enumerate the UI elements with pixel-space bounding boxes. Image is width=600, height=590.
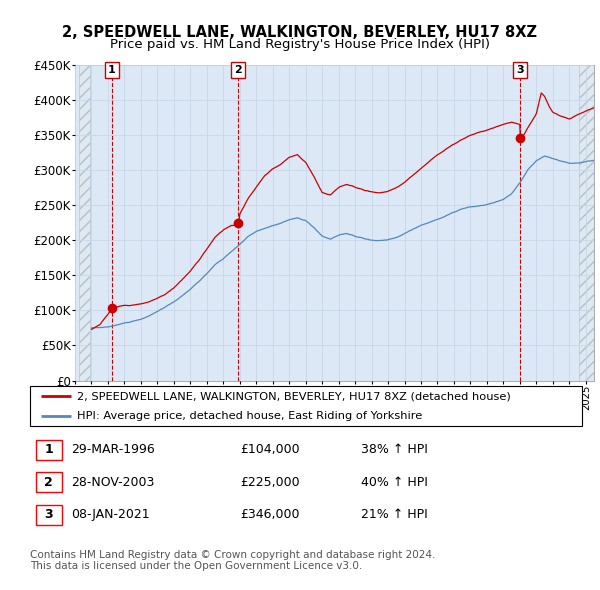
Text: 2: 2 xyxy=(235,65,242,75)
Text: 40% ↑ HPI: 40% ↑ HPI xyxy=(361,476,428,489)
Text: £104,000: £104,000 xyxy=(240,443,299,457)
Text: 08-JAN-2021: 08-JAN-2021 xyxy=(71,508,150,522)
Text: £346,000: £346,000 xyxy=(240,508,299,522)
Text: 3: 3 xyxy=(517,65,524,75)
Text: 21% ↑ HPI: 21% ↑ HPI xyxy=(361,508,428,522)
Text: 1: 1 xyxy=(108,65,116,75)
Text: Price paid vs. HM Land Registry's House Price Index (HPI): Price paid vs. HM Land Registry's House … xyxy=(110,38,490,51)
Text: HPI: Average price, detached house, East Riding of Yorkshire: HPI: Average price, detached house, East… xyxy=(77,411,422,421)
Text: 2: 2 xyxy=(44,476,53,489)
Text: 3: 3 xyxy=(44,508,53,522)
Text: 29-MAR-1996: 29-MAR-1996 xyxy=(71,443,155,457)
FancyBboxPatch shape xyxy=(35,504,62,525)
Bar xyxy=(79,65,90,381)
Text: 1: 1 xyxy=(44,443,53,457)
Text: 2, SPEEDWELL LANE, WALKINGTON, BEVERLEY, HU17 8XZ (detached house): 2, SPEEDWELL LANE, WALKINGTON, BEVERLEY,… xyxy=(77,391,511,401)
FancyBboxPatch shape xyxy=(30,386,582,426)
Text: 38% ↑ HPI: 38% ↑ HPI xyxy=(361,443,428,457)
FancyBboxPatch shape xyxy=(35,472,62,493)
Text: 28-NOV-2003: 28-NOV-2003 xyxy=(71,476,155,489)
Text: Contains HM Land Registry data © Crown copyright and database right 2024.
This d: Contains HM Land Registry data © Crown c… xyxy=(30,550,436,572)
FancyBboxPatch shape xyxy=(35,440,62,460)
Text: 2, SPEEDWELL LANE, WALKINGTON, BEVERLEY, HU17 8XZ: 2, SPEEDWELL LANE, WALKINGTON, BEVERLEY,… xyxy=(62,25,538,40)
Text: £225,000: £225,000 xyxy=(240,476,299,489)
Bar xyxy=(579,65,594,381)
